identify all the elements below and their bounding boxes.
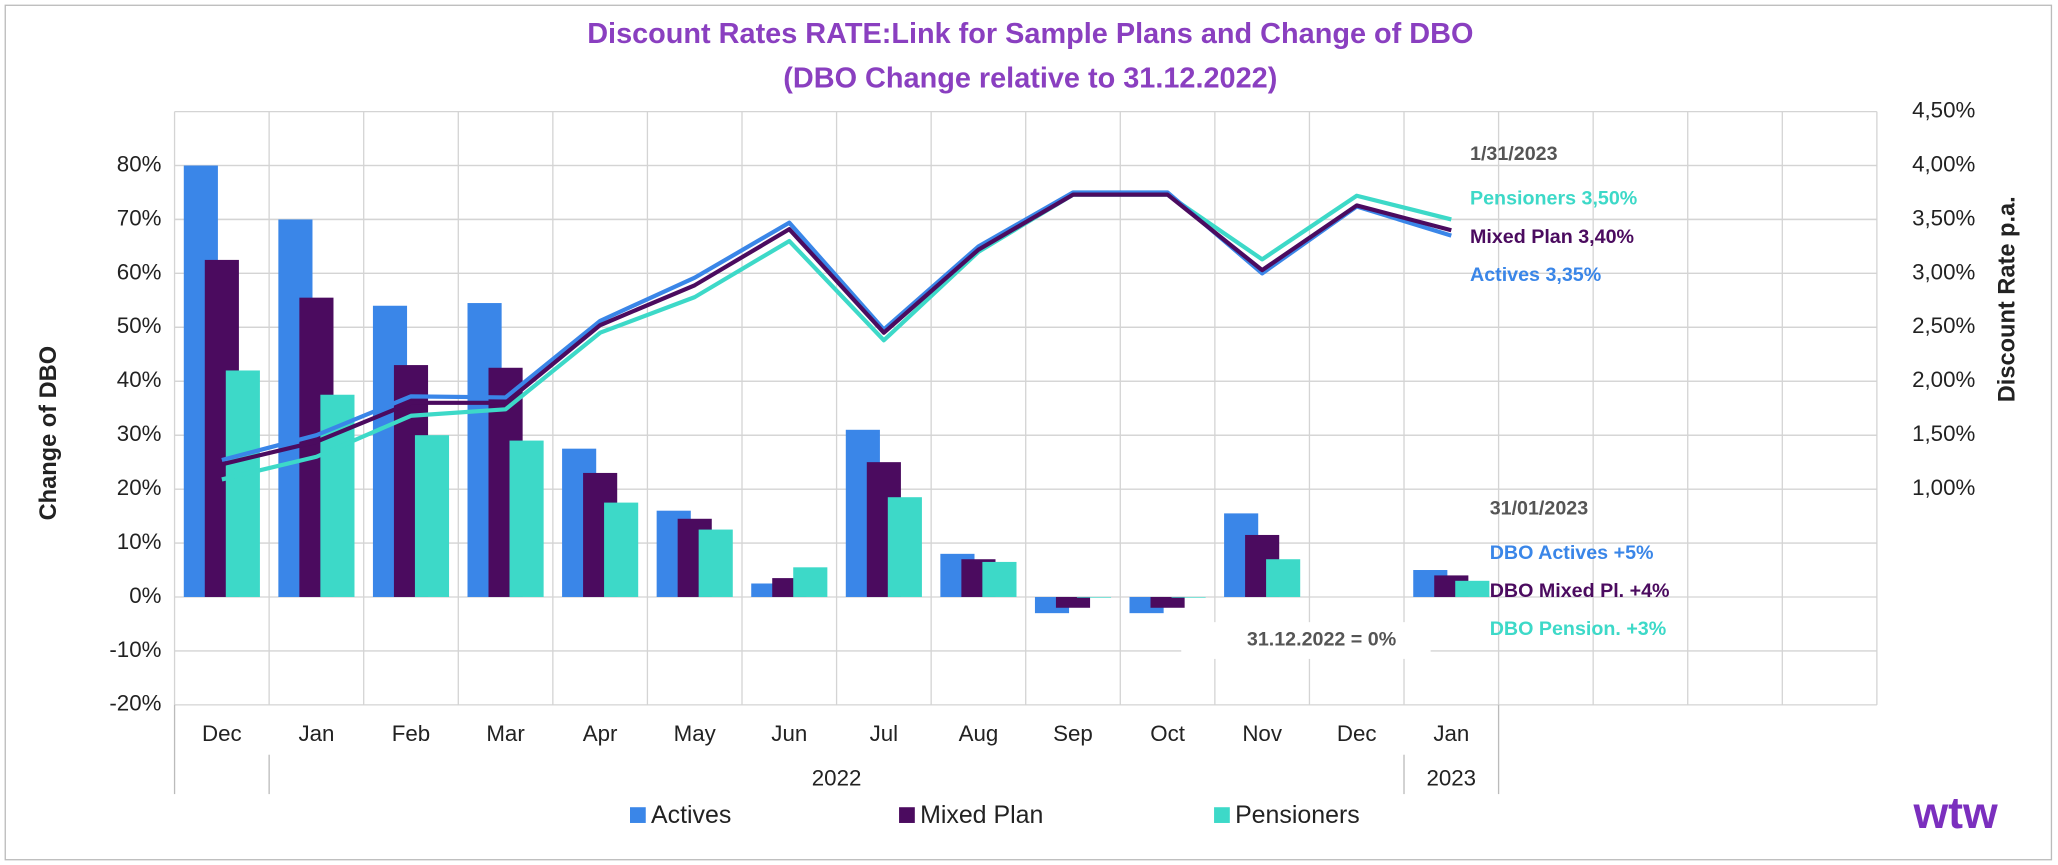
legend-label: Actives (651, 801, 731, 829)
annotation: DBO Mixed Pl. +4% (1490, 580, 1670, 602)
annotation: Actives 3,35% (1470, 264, 1601, 286)
x-tick-label: Jul (870, 721, 899, 746)
bar (982, 561, 1017, 597)
y2-tick-label: 3,00% (1912, 259, 1975, 284)
y-axis-label: Change of DBO (36, 346, 62, 520)
annotation: 31.12.2022 = 0% (1247, 629, 1396, 651)
y2-tick-label: 2,50% (1912, 313, 1975, 338)
legend-swatch (1214, 807, 1230, 823)
y2-tick-label: 2,00% (1912, 367, 1975, 392)
x-tick-label: Aug (959, 721, 999, 746)
annotation: Pensioners 3,50% (1470, 188, 1637, 210)
annotation-box (1181, 622, 1431, 659)
x-tick-label: Apr (583, 721, 618, 746)
y-tick-label: -20% (109, 691, 161, 716)
y2-tick-label: 1,00% (1912, 475, 1975, 500)
x-tick-label: Mar (486, 721, 525, 746)
x-group-label: 2022 (812, 766, 862, 791)
x-tick-label: Jun (771, 721, 807, 746)
x-tick-label: Oct (1150, 721, 1185, 746)
bar (1150, 596, 1185, 608)
bar (509, 440, 544, 597)
bar (1076, 596, 1112, 598)
y-tick-label: 40% (117, 367, 162, 392)
chart-subtitle: (DBO Change relative to 31.12.2022) (783, 63, 1277, 95)
annotation: DBO Actives +5% (1490, 542, 1654, 564)
x-tick-label: Nov (1242, 721, 1283, 746)
legend-label: Pensioners (1235, 801, 1360, 829)
y-tick-label: 0% (129, 583, 161, 608)
y-tick-label: 50% (117, 313, 162, 338)
logo: wtw (1912, 789, 1998, 838)
bar (887, 497, 922, 597)
x-group-label: 2023 (1426, 766, 1476, 791)
y-tick-label: 30% (117, 421, 162, 446)
rate-line (221, 192, 1452, 482)
x-tick-label: Feb (392, 721, 430, 746)
y-tick-label: 10% (117, 529, 162, 554)
annotation: 1/31/2023 (1470, 143, 1558, 165)
y-tick-label: 80% (117, 151, 162, 176)
annotation: DBO Pension. +3% (1490, 618, 1667, 640)
x-tick-label: May (674, 721, 717, 746)
annotation: 31/01/2023 (1490, 497, 1589, 519)
bar (698, 529, 733, 597)
bar (1455, 580, 1490, 597)
x-tick-label: Jan (298, 721, 334, 746)
x-tick-label: Sep (1053, 721, 1093, 746)
y-tick-label: 20% (117, 475, 162, 500)
x-tick-label: Jan (1433, 721, 1469, 746)
y2-tick-label: 4,00% (1912, 151, 1975, 176)
bar (1171, 596, 1206, 598)
bar (414, 435, 450, 597)
legend-swatch (630, 807, 646, 823)
y2-tick-label: 3,50% (1912, 205, 1975, 230)
chart-title: Discount Rates RATE:Link for Sample Plan… (587, 18, 1473, 50)
bar (1055, 596, 1091, 608)
bar (1266, 559, 1301, 597)
y-tick-label: -10% (109, 637, 161, 662)
bar (604, 502, 639, 597)
y-tick-label: 70% (117, 205, 162, 230)
y2-tick-label: 1,50% (1912, 421, 1975, 446)
y2-tick-label: 4,50% (1912, 97, 1975, 122)
frame (4, 4, 2053, 861)
bar (793, 567, 828, 597)
rate-line (221, 192, 1452, 467)
x-tick-label: Dec (1337, 721, 1377, 746)
bar (225, 370, 260, 597)
y-tick-label: 60% (117, 259, 162, 284)
legend-label: Mixed Plan (920, 801, 1043, 829)
legend-swatch (899, 807, 915, 823)
x-tick-label: Dec (202, 721, 242, 746)
annotation: Mixed Plan 3,40% (1470, 226, 1634, 248)
y2-axis-label: Discount Rate p.a. (1994, 196, 2020, 402)
